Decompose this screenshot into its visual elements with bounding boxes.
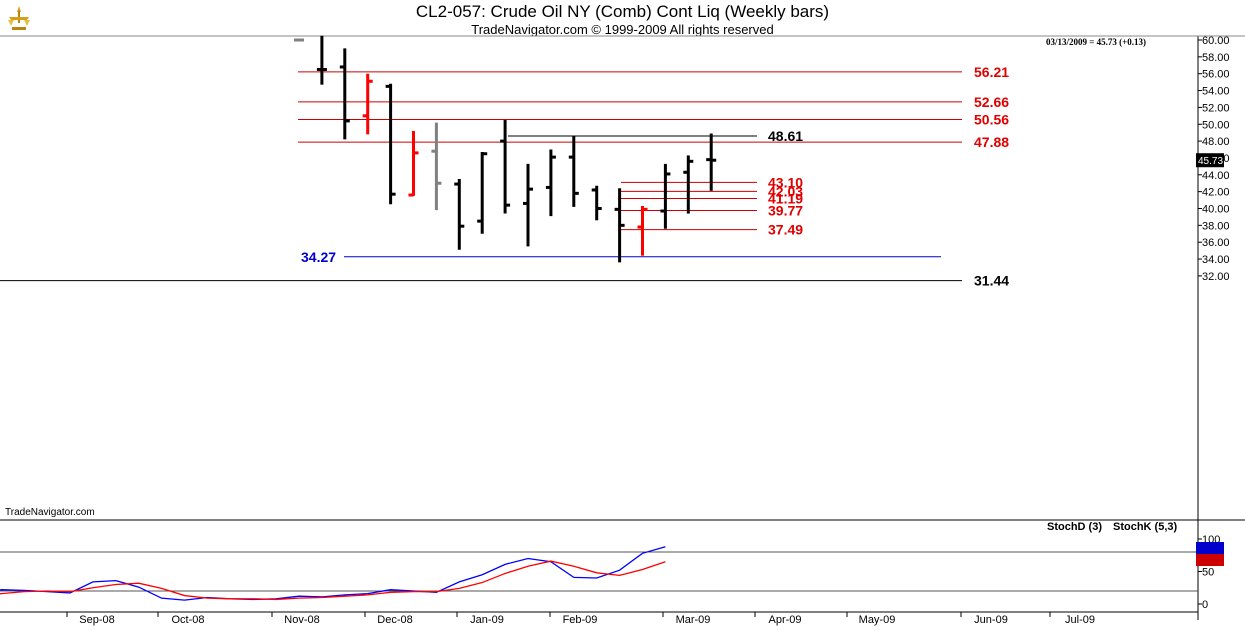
chart-subtitle: TradeNavigator.com © 1999-2009 All right… <box>471 22 774 37</box>
price-tick-label: 38.00 <box>1202 220 1230 232</box>
time-tick-label: Jan-09 <box>470 614 504 626</box>
last-price-box <box>1196 153 1224 168</box>
level-label: 31.44 <box>974 273 1009 289</box>
level-label: 37.49 <box>768 222 803 238</box>
last-price-label: 45.73 <box>1198 156 1223 167</box>
price-tick-label: 48.00 <box>1202 136 1230 148</box>
stoch-tick-label: 0 <box>1202 599 1208 611</box>
watermark: TradeNavigator.com <box>5 507 95 518</box>
stoch-k-value-box <box>1196 542 1224 554</box>
price-tick-label: 32.00 <box>1202 271 1230 283</box>
time-tick-label: Feb-09 <box>563 614 598 626</box>
time-tick-label: Dec-08 <box>377 614 412 626</box>
time-tick-label: Mar-09 <box>676 614 711 626</box>
price-tick-label: 36.00 <box>1202 237 1230 249</box>
stoch-d-value-box <box>1196 554 1224 566</box>
price-tick-label: 50.00 <box>1202 119 1230 131</box>
level-label: 34.27 <box>301 249 336 265</box>
level-label: 42.03 <box>768 183 803 199</box>
level-label: 50.56 <box>974 112 1009 128</box>
price-readout: 03/13/2009 = 45.73 (+0.13) <box>1046 37 1147 47</box>
price-tick-label: 34.00 <box>1202 254 1230 266</box>
time-tick-label: May-09 <box>859 614 896 626</box>
stoch-tick-label: 50 <box>1202 567 1214 579</box>
time-tick-label: Nov-08 <box>284 614 319 626</box>
time-tick-label: Jul-09 <box>1065 614 1095 626</box>
level-label: 52.66 <box>974 94 1009 110</box>
time-tick-label: Jun-09 <box>974 614 1008 626</box>
price-tick-label: 56.00 <box>1202 69 1230 81</box>
price-tick-label: 44.00 <box>1202 170 1230 182</box>
price-tick-label: 60.00 <box>1202 35 1230 47</box>
legend-stoch-d: StochD (3) <box>1047 521 1102 533</box>
time-tick-label: Oct-08 <box>171 614 204 626</box>
time-tick-label: Sep-08 <box>79 614 114 626</box>
price-tick-label: 42.00 <box>1202 187 1230 199</box>
level-label: 56.21 <box>974 64 1009 80</box>
level-label: 41.19 <box>768 190 803 206</box>
time-axis: Sep-08 Oct-08 Nov-08 Dec-08 Jan-09 Feb-09 Mar-… <box>66 612 1095 626</box>
level-label: 48.61 <box>768 128 803 144</box>
level-label: 47.88 <box>974 134 1009 150</box>
trade-navigator-logo-icon <box>4 3 34 33</box>
level-label: 39.77 <box>768 202 803 218</box>
legend-stoch-k: StochK (5,3) <box>1113 521 1178 533</box>
price-bars <box>294 35 717 263</box>
chart-title: CL2-057: Crude Oil NY (Comb) Cont Liq (W… <box>415 2 830 21</box>
price-tick-label: 54.00 <box>1202 86 1230 98</box>
stoch-k-line <box>0 546 666 601</box>
price-tick-label: 40.00 <box>1202 204 1230 216</box>
level-label: 43.10 <box>768 174 803 190</box>
time-tick-label: Apr-09 <box>768 614 801 626</box>
price-tick-label: 58.00 <box>1202 52 1230 64</box>
levels: 56.21 52.66 50.56 47.88 48.61 43.1042.0341.19… <box>0 64 1009 289</box>
price-tick-label: 52.00 <box>1202 102 1230 114</box>
stoch-panel: 05010081.5065.82 <box>0 534 1222 611</box>
stoch-d-line <box>0 560 666 601</box>
